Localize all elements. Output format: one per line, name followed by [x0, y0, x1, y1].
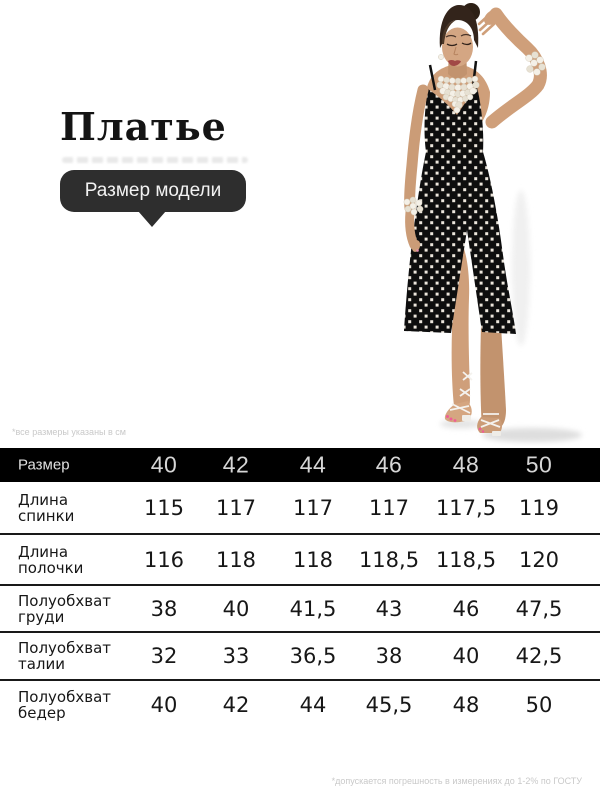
- size-value-cell: 38: [375, 644, 403, 668]
- faded-watermark-strip: [62, 157, 248, 163]
- model-size-badge-label: Размер модели: [84, 180, 222, 201]
- table-header-row: Размер 40 42 44 46 48 50: [0, 448, 600, 482]
- size-value-cell: 40: [452, 644, 480, 668]
- size-value-cell: 40: [222, 596, 250, 621]
- size-header-label: Размер: [18, 456, 70, 474]
- size-value-cell: 117: [292, 495, 334, 520]
- polka-dot-dress: [404, 60, 516, 334]
- dress-strap-left: [428, 64, 437, 91]
- hanging-arm: [403, 84, 429, 252]
- row-label: Полуобхват бедер: [18, 688, 111, 722]
- size-value-cell: 42: [222, 693, 250, 717]
- dress-side-shadow: [512, 190, 530, 346]
- model-hair: [439, 3, 480, 48]
- size-value-cell: 120: [518, 547, 560, 572]
- size-value-cell: 36,5: [289, 644, 337, 668]
- size-value-cell: 117: [215, 495, 257, 520]
- back-leg: [477, 326, 506, 436]
- size-value-cell: 38: [150, 596, 178, 621]
- sandal-laces: [449, 371, 473, 414]
- pearl-bracelet: [403, 196, 424, 216]
- size-value-cell: 50: [525, 693, 553, 717]
- size-value-cell: 41,5: [289, 596, 337, 621]
- row-label: Длина полочки: [18, 542, 84, 577]
- size-value-cell: 45,5: [365, 693, 413, 717]
- table-row: Длина полочки 116 118 118 118,5 118,5 120: [0, 535, 600, 586]
- table-row: Длина спинки 115 117 117 117 117,5 119: [0, 482, 600, 535]
- badge-tail: [138, 211, 166, 227]
- model-photo: [403, 3, 582, 442]
- size-value-cell: 118,5: [435, 547, 497, 572]
- size-value-cell: 116: [143, 547, 185, 572]
- size-value-cell: 118: [215, 547, 257, 572]
- floor-shadow: [482, 428, 582, 442]
- size-value-cell: 117,5: [435, 495, 497, 520]
- size-column-header: 40: [150, 451, 178, 478]
- size-value-cell: 46: [452, 596, 480, 621]
- tolerance-note: *допускается погрешность в измерениях до…: [331, 776, 582, 786]
- dress-skirt: [404, 152, 516, 334]
- model-face: [445, 33, 472, 66]
- size-value-cell: 118,5: [358, 547, 420, 572]
- table-row: Полуобхват груди 38 40 41,5 43 46 47,5: [0, 586, 600, 633]
- size-column-header: 50: [525, 451, 553, 478]
- units-note: *все размеры указаны в см: [12, 427, 126, 437]
- size-value-cell: 42,5: [515, 644, 563, 668]
- size-table: Размер 40 42 44 46 48 50 Длина спинки 115 117 117…: [0, 448, 600, 729]
- size-value-cell: 117: [368, 495, 410, 520]
- table-body: Длина спинки 115 117 117 117 117,5 119 Длина поло…: [0, 482, 600, 729]
- size-value-cell: 48: [452, 693, 480, 717]
- pearl-necklace: [436, 75, 480, 114]
- size-value-cell: 119: [518, 495, 560, 520]
- raised-arm: [477, 7, 547, 129]
- table-row: Полуобхват бедер 40 42 44 45,5 48 50: [0, 681, 600, 729]
- pearl-scrunchie: [525, 51, 546, 76]
- size-value-cell: 33: [222, 644, 250, 668]
- row-label: Полуобхват талии: [18, 639, 111, 673]
- size-value-cell: 118: [292, 547, 334, 572]
- size-value-cell: 43: [375, 596, 403, 621]
- page-title: Платье: [60, 104, 227, 149]
- size-value-cell: 47,5: [515, 596, 563, 621]
- row-label: Полуобхват груди: [18, 591, 111, 626]
- size-value-cell: 44: [299, 693, 327, 717]
- size-value-cell: 32: [150, 644, 178, 668]
- dress-bodice: [424, 87, 484, 152]
- size-value-cell: 115: [143, 495, 185, 520]
- size-column-header: 48: [452, 451, 480, 478]
- size-column-header: 42: [222, 451, 250, 478]
- size-value-cell: 40: [150, 693, 178, 717]
- size-column-header: 46: [375, 451, 403, 478]
- size-column-header: 44: [299, 451, 327, 478]
- row-label: Длина спинки: [18, 490, 75, 525]
- model-size-badge: Размер модели: [60, 170, 246, 212]
- table-row: Полуобхват талии 32 33 36,5 38 40 42,5: [0, 633, 600, 681]
- pearl-earring: [438, 54, 444, 60]
